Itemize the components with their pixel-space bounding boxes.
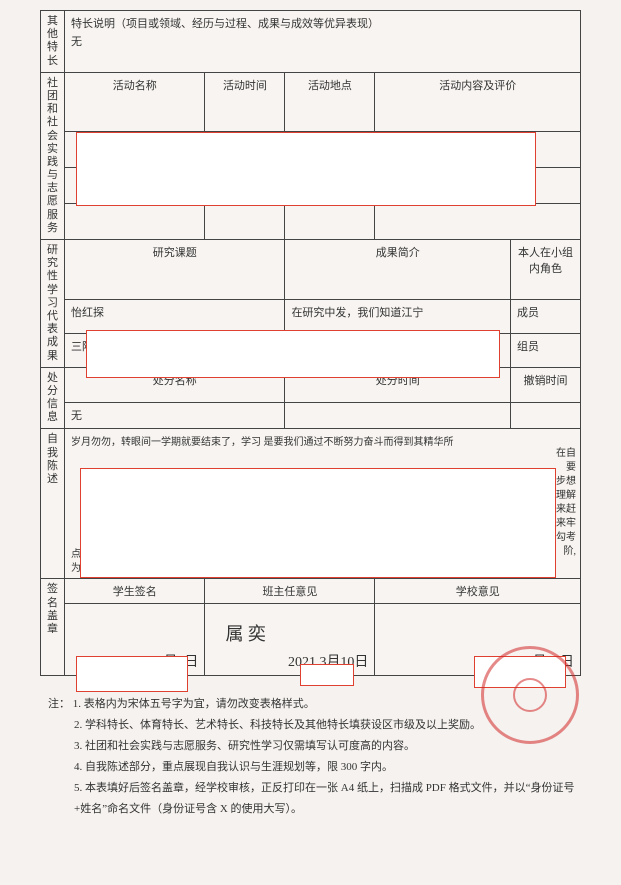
- col-student-sign: 学生签名: [65, 579, 205, 604]
- self-frag-h: 阶,: [556, 545, 576, 559]
- self-frag-c: 步想: [556, 475, 576, 489]
- col-research-role: 本人在小组内角色: [511, 240, 581, 300]
- teacher-signature: 属 奕: [225, 620, 266, 646]
- notes-header: 注：: [48, 698, 70, 710]
- punish-revoke-value: [511, 403, 581, 429]
- col-activity-name: 活动名称: [65, 72, 205, 131]
- section-research-label: 研究性学习代表成果: [41, 240, 65, 368]
- self-frag-a: 在自: [556, 447, 576, 461]
- self-frag-e: 来赶: [556, 503, 576, 517]
- self-frag-b: 要: [556, 461, 576, 475]
- col-activity-place: 活动地点: [285, 72, 375, 131]
- punish-time-value: [285, 403, 511, 429]
- note-3: 3. 社团和社会实践与志愿服务、研究性学习仅需填写认可度高的内容。: [48, 736, 581, 757]
- self-line1-left: 岁月勿勿，转眼间一学期就要结束了，学习: [71, 437, 261, 448]
- section-self-label: 自我陈述: [41, 429, 65, 579]
- self-frag-d: 理解: [556, 489, 576, 503]
- research-r1-summary: 在研究中发，我们知道江宁: [285, 299, 511, 333]
- col-punish-revoke: 撤销时间: [511, 367, 581, 403]
- redaction-box: [76, 132, 536, 206]
- specialty-value: 无: [71, 33, 574, 49]
- col-activity-time: 活动时间: [205, 72, 285, 131]
- school-seal: [481, 646, 579, 744]
- section-other-specialty-label: 其他特长: [41, 11, 65, 73]
- redaction-box: [80, 468, 556, 578]
- research-r1-role: 成员: [511, 299, 581, 333]
- redaction-box: [300, 664, 354, 686]
- note-4: 4. 自我陈述部分，重点展现自我认识与生涯规划等，限 300 字内。: [48, 757, 581, 778]
- self-line1-right: 是要我们通过不断努力奋斗而得到其精华所: [264, 437, 454, 448]
- redaction-box: [86, 330, 500, 378]
- note-1: 1. 表格内为宋体五号字为宜，请勿改变表格样式。: [73, 698, 315, 710]
- activity-r3-place: [285, 204, 375, 240]
- research-r2-role: 组员: [511, 333, 581, 367]
- note-5: 5. 本表填好后签名盖章，经学校审核，正反打印在一张 A4 纸上，扫描成 PDF…: [48, 778, 581, 820]
- section-punish-label: 处分信息: [41, 367, 65, 429]
- col-teacher-sign: 班主任意见: [205, 579, 375, 604]
- col-school-sign: 学校意见: [375, 579, 581, 604]
- research-r1-topic: 怡红探: [65, 299, 285, 333]
- activity-r3-name: [65, 204, 205, 240]
- section-club-label: 社团和社会实践与志愿服务: [41, 72, 65, 239]
- self-frag-f: 来牢: [556, 517, 576, 531]
- section-sign-label: 签名盖章: [41, 579, 65, 676]
- self-frag-g: 勾考: [556, 531, 576, 545]
- specialty-header: 特长说明（项目或领域、经历与过程、成果与成效等优异表现）: [71, 15, 574, 31]
- redaction-box: [76, 656, 188, 692]
- activity-r3-content: [375, 204, 581, 240]
- punish-value: 无: [65, 403, 285, 429]
- col-research-topic: 研究课题: [65, 240, 285, 300]
- section-other-specialty: 特长说明（项目或领域、经历与过程、成果与成效等优异表现） 无: [65, 11, 581, 73]
- col-activity-content: 活动内容及评价: [375, 72, 581, 131]
- activity-r3-time: [205, 204, 285, 240]
- col-research-summary: 成果简介: [285, 240, 511, 300]
